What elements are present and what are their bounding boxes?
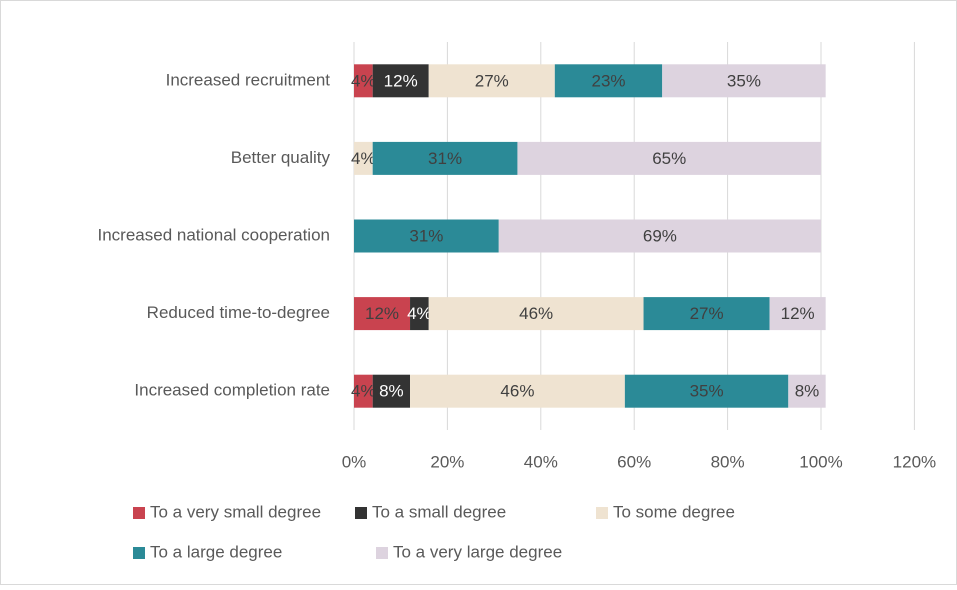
bar-segment	[354, 64, 373, 98]
data-label: 31%	[409, 226, 443, 245]
legend-label: To a large degree	[150, 542, 282, 561]
bar-segment	[624, 374, 789, 408]
y-tick-label: Reduced time-to-degree	[147, 303, 330, 322]
legend-swatch	[376, 547, 388, 559]
bar-segment	[517, 141, 821, 175]
legend-label: To some degree	[613, 502, 735, 521]
legend-swatch	[596, 507, 608, 519]
legend-swatch	[355, 507, 367, 519]
bar-segment	[354, 297, 411, 331]
bar-segment	[354, 374, 373, 408]
x-tick-label: 0%	[342, 452, 367, 471]
x-tick-label: 80%	[711, 452, 745, 471]
data-label: 65%	[652, 149, 686, 168]
bar-segment	[428, 297, 644, 331]
data-label: 4%	[351, 382, 376, 401]
bar-segment	[410, 297, 429, 331]
data-label: 12%	[365, 304, 399, 323]
data-label: 12%	[384, 71, 418, 90]
data-label: 69%	[643, 226, 677, 245]
data-label: 46%	[519, 304, 553, 323]
legend-label: To a very small degree	[150, 502, 321, 521]
data-label: 27%	[690, 304, 724, 323]
bar-segment	[372, 64, 429, 98]
bar-segment	[372, 141, 518, 175]
x-tick-label: 40%	[524, 452, 558, 471]
x-tick-label: 120%	[893, 452, 936, 471]
bar-segment	[498, 219, 821, 253]
legend-swatch	[133, 507, 145, 519]
y-tick-label: Better quality	[231, 148, 331, 167]
y-tick-label: Increased completion rate	[134, 381, 330, 400]
data-label: 27%	[475, 71, 509, 90]
bar-segment	[554, 64, 663, 98]
data-label: 35%	[690, 382, 724, 401]
x-tick-label: 20%	[430, 452, 464, 471]
legend-swatch	[133, 547, 145, 559]
data-label: 4%	[351, 149, 376, 168]
legend-label: To a small degree	[372, 502, 506, 521]
y-tick-label: Increased recruitment	[166, 70, 331, 89]
bar-segment	[354, 141, 373, 175]
data-label: 12%	[781, 304, 815, 323]
data-label: 8%	[379, 382, 404, 401]
bar-segment	[428, 64, 555, 98]
data-label: 31%	[428, 149, 462, 168]
y-tick-label: Increased national cooperation	[98, 225, 331, 244]
bar-segment	[643, 297, 770, 331]
bar-segment	[769, 297, 826, 331]
x-tick-label: 60%	[617, 452, 651, 471]
bar-segment	[788, 374, 826, 408]
data-label: 8%	[795, 382, 820, 401]
bar-segment	[662, 64, 826, 98]
data-label: 46%	[500, 382, 534, 401]
data-label: 35%	[727, 71, 761, 90]
data-label: 23%	[591, 71, 625, 90]
x-tick-label: 100%	[799, 452, 842, 471]
data-label: 4%	[407, 304, 432, 323]
bar-segment	[410, 374, 625, 408]
bar-segment	[372, 374, 411, 408]
bar-segment	[354, 219, 499, 253]
legend-label: To a very large degree	[393, 542, 562, 561]
data-label: 4%	[351, 71, 376, 90]
